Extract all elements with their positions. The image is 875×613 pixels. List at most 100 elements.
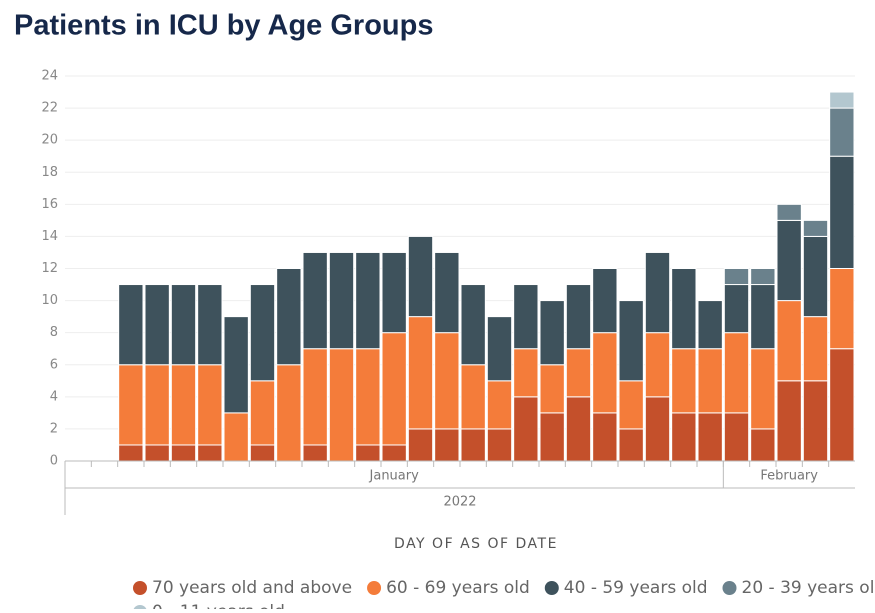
bar-segment bbox=[198, 445, 222, 461]
bar-segment bbox=[277, 269, 301, 365]
bar-segment bbox=[724, 269, 748, 285]
bar-segment bbox=[698, 301, 722, 349]
bar-segment bbox=[224, 317, 248, 413]
bar-segment bbox=[619, 301, 643, 381]
bar-segment bbox=[250, 285, 274, 381]
bar-segment bbox=[487, 381, 511, 429]
legend-label: 20 - 39 years old bbox=[742, 578, 875, 598]
bar-segment bbox=[593, 333, 617, 413]
bar-segment bbox=[329, 349, 353, 461]
bar-segment bbox=[777, 301, 801, 381]
bar-segment bbox=[724, 413, 748, 461]
legend-swatch bbox=[723, 581, 737, 595]
bar-segment bbox=[303, 252, 327, 348]
bar-segment bbox=[830, 108, 854, 156]
bar-segment bbox=[145, 365, 169, 445]
legend-swatch bbox=[133, 605, 147, 609]
y-tick-label: 14 bbox=[41, 229, 58, 244]
y-tick-label: 16 bbox=[41, 197, 58, 212]
bar-segment bbox=[329, 252, 353, 348]
bar-segment bbox=[593, 269, 617, 333]
bar-segment bbox=[408, 236, 432, 316]
legend-label: 40 - 59 years old bbox=[564, 578, 708, 598]
y-tick-label: 2 bbox=[50, 421, 58, 436]
bar-segment bbox=[224, 413, 248, 461]
bar-segment bbox=[724, 333, 748, 413]
x-group-label: February bbox=[760, 469, 818, 484]
bar-segment bbox=[250, 381, 274, 445]
bar-segment bbox=[777, 381, 801, 461]
bar-segment bbox=[751, 429, 775, 461]
bar-segment bbox=[830, 349, 854, 461]
bar-segment bbox=[645, 333, 669, 397]
bar-segment bbox=[645, 252, 669, 332]
y-tick-label: 18 bbox=[41, 165, 58, 180]
bar-segment bbox=[540, 301, 564, 365]
bar-segment bbox=[803, 220, 827, 236]
bar-segment bbox=[198, 285, 222, 365]
bar-segment bbox=[119, 445, 143, 461]
legend-label: 70 years old and above bbox=[152, 578, 352, 598]
bar-segment bbox=[171, 285, 195, 365]
bar-segment bbox=[672, 349, 696, 413]
chart-title: Patients in ICU by Age Groups bbox=[14, 10, 433, 42]
bar-segment bbox=[724, 285, 748, 333]
bar-segment bbox=[408, 429, 432, 461]
bar-segment bbox=[751, 269, 775, 285]
bar-segment bbox=[198, 365, 222, 445]
bar-segment bbox=[277, 365, 301, 461]
bar-segment bbox=[540, 413, 564, 461]
bar-segment bbox=[250, 445, 274, 461]
bar-segment bbox=[382, 333, 406, 445]
bar-segment bbox=[830, 92, 854, 108]
bar-segment bbox=[408, 317, 432, 429]
x-supergroup-label: 2022 bbox=[443, 495, 476, 510]
bar-segment bbox=[487, 429, 511, 461]
y-tick-label: 4 bbox=[50, 389, 58, 404]
bar-segment bbox=[593, 413, 617, 461]
y-tick-label: 6 bbox=[50, 357, 58, 372]
bar-segment bbox=[171, 445, 195, 461]
bar-segment bbox=[145, 285, 169, 365]
bar-segment bbox=[171, 365, 195, 445]
bar-segment bbox=[698, 349, 722, 413]
bar-segment bbox=[356, 445, 380, 461]
bar-segment bbox=[619, 381, 643, 429]
bar-segment bbox=[645, 397, 669, 461]
bar-segment bbox=[356, 252, 380, 348]
y-tick-label: 10 bbox=[41, 293, 58, 308]
bar-segment bbox=[435, 333, 459, 429]
legend-swatch bbox=[133, 581, 147, 595]
bar-segment bbox=[751, 285, 775, 349]
bar-segment bbox=[566, 397, 590, 461]
bar-segment bbox=[803, 317, 827, 381]
bar-segment bbox=[382, 445, 406, 461]
bar-segment bbox=[356, 349, 380, 445]
legend-swatch bbox=[367, 581, 381, 595]
bar-segment bbox=[461, 365, 485, 429]
bar-segment bbox=[672, 269, 696, 349]
x-axis-title: DAY OF AS OF DATE bbox=[394, 536, 558, 552]
bar-segment bbox=[830, 269, 854, 349]
bar-segment bbox=[514, 285, 538, 349]
bar-segment bbox=[119, 365, 143, 445]
bar-segment bbox=[566, 349, 590, 397]
bar-segment bbox=[435, 252, 459, 332]
legend-label: 0 - 11 years old bbox=[152, 602, 285, 609]
bar-segment bbox=[514, 397, 538, 461]
bar-segment bbox=[303, 445, 327, 461]
bar-segment bbox=[803, 236, 827, 316]
bar-segment bbox=[619, 429, 643, 461]
y-tick-label: 20 bbox=[41, 133, 58, 148]
y-tick-label: 12 bbox=[41, 261, 58, 276]
bar-segment bbox=[540, 365, 564, 413]
bar-segment bbox=[777, 204, 801, 220]
bar-segment bbox=[303, 349, 327, 445]
bar-segment bbox=[830, 156, 854, 268]
bar-segment bbox=[435, 429, 459, 461]
bar-segment bbox=[751, 349, 775, 429]
y-tick-label: 22 bbox=[41, 101, 58, 116]
y-tick-label: 24 bbox=[41, 69, 58, 84]
bar-segment bbox=[461, 429, 485, 461]
